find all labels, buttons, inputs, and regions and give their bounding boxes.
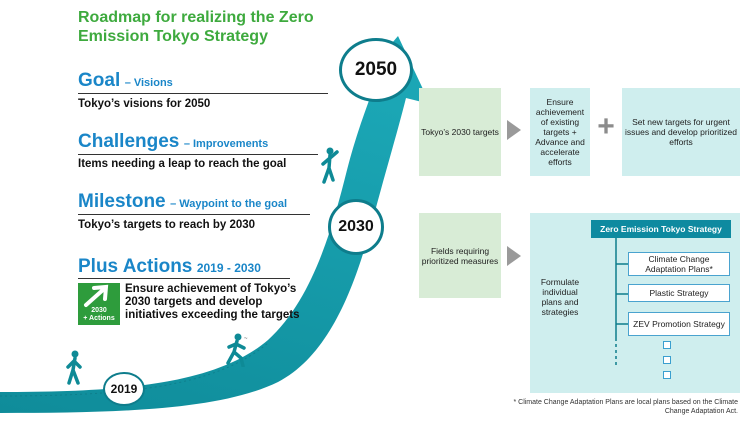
- strategy-connector: [615, 238, 628, 368]
- new-targets-box: Set new targets for urgent issues and de…: [622, 88, 740, 176]
- formulate-plans-text: Formulate individual plans and strategie…: [540, 277, 580, 317]
- challenges-heading-text: Challenges: [78, 131, 180, 152]
- zev-promotion-strategy-item: ZEV Promotion Strategy: [628, 312, 730, 336]
- goal-description: Tokyo’s visions for 2050: [78, 98, 211, 110]
- year-2030-label: 2030: [338, 218, 374, 235]
- plus-actions-heading-text: Plus Actions: [78, 256, 193, 277]
- year-2050-label: 2050: [354, 59, 398, 80]
- walking-person-icon: [66, 350, 82, 385]
- plus-actions-badge: 2030 + Actions: [78, 283, 120, 325]
- fields-prioritized-box: Fields requiring prioritized measures: [419, 213, 501, 298]
- milestone-heading: Milestone – Waypoint to the goal: [78, 191, 287, 213]
- plastic-strategy-item: Plastic Strategy: [628, 284, 730, 302]
- climbing-person-icon: [321, 147, 339, 184]
- footnote: * Climate Change Adaptation Plans are lo…: [513, 399, 738, 415]
- arrow-shape: [0, 36, 430, 413]
- placeholder-checkbox: [663, 341, 671, 349]
- milestone-description: Tokyo’s targets to reach by 2030: [78, 219, 256, 231]
- strategy-header: Zero Emission Tokyo Strategy: [591, 220, 731, 238]
- ensure-achievement-box: Ensure achievement of existing targets +…: [530, 88, 590, 176]
- chevron-right-icon: [507, 246, 521, 266]
- goal-divider: [78, 93, 328, 94]
- tokyo-2030-targets-box: Tokyo’s 2030 targets: [419, 88, 501, 176]
- placeholder-checkbox: [663, 371, 671, 379]
- challenges-subheading: – Improvements: [183, 138, 269, 150]
- plus-actions-subheading: 2019 - 2030: [196, 261, 261, 275]
- page-title: Roadmap for realizing the Zero Emission …: [78, 9, 314, 45]
- year-2019-label: 2019: [110, 382, 138, 396]
- goal-heading: Goal – Visions: [78, 70, 173, 92]
- milestone-subheading: – Waypoint to the goal: [170, 198, 288, 210]
- plus-icon: +: [597, 110, 615, 143]
- placeholder-checkbox: [663, 356, 671, 364]
- challenges-heading: Challenges – Improvements: [78, 131, 268, 153]
- strategy-panel: Formulate individual plans and strategie…: [530, 213, 740, 393]
- plus-actions-description: Ensure achievement of Tokyo’s 2030 targe…: [125, 283, 300, 321]
- diagonal-arrow-icon: [84, 284, 109, 307]
- plus-actions-divider: [78, 278, 290, 279]
- badge-caption-year: 2030: [91, 307, 107, 314]
- badge-caption-actions: + Actions: [83, 315, 115, 322]
- plus-actions-badge-caption: 2030 + Actions: [78, 307, 120, 323]
- milestone-heading-text: Milestone: [78, 191, 166, 212]
- challenges-description: Items needing a leap to reach the goal: [78, 158, 287, 170]
- milestone-divider: [78, 214, 310, 215]
- running-person-icon: ~: [226, 333, 248, 367]
- year-2050-marker: 2050: [339, 38, 413, 102]
- year-2030-marker: 2030: [328, 199, 384, 255]
- goal-heading-text: Goal: [78, 70, 121, 91]
- year-2019-marker: 2019: [103, 372, 145, 406]
- chevron-right-icon: [507, 120, 521, 140]
- challenges-divider: [78, 154, 318, 155]
- svg-text:~: ~: [244, 336, 248, 342]
- climate-adaptation-plans-item: Climate Change Adaptation Plans*: [628, 252, 730, 276]
- goal-subheading: – Visions: [124, 77, 173, 89]
- plus-actions-heading: Plus Actions 2019 - 2030: [78, 256, 261, 278]
